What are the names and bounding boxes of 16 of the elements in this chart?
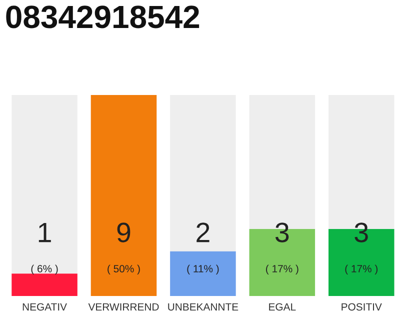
data-label: 9: [117, 222, 130, 242]
x-tick-label: UNBEKANNTE: [168, 303, 238, 311]
data-label: 1: [38, 222, 51, 242]
bar: [12, 274, 78, 296]
bar: [170, 251, 236, 296]
annotation: ( 17% ): [266, 264, 298, 274]
x-tick-label: POSITIV: [342, 303, 382, 311]
data-label: 2: [196, 222, 210, 242]
annotation: ( 50% ): [108, 264, 140, 274]
annotation: ( 17% ): [345, 264, 378, 274]
chart-title: 08342918542: [6, 6, 200, 28]
annotation: ( 11% ): [187, 264, 219, 274]
x-tick-label: NEGATIV: [22, 303, 67, 311]
annotation: ( 6% ): [31, 264, 58, 274]
x-tick-label: VERWIRREND: [88, 303, 159, 310]
x-tick-label: EGAL: [269, 303, 296, 311]
